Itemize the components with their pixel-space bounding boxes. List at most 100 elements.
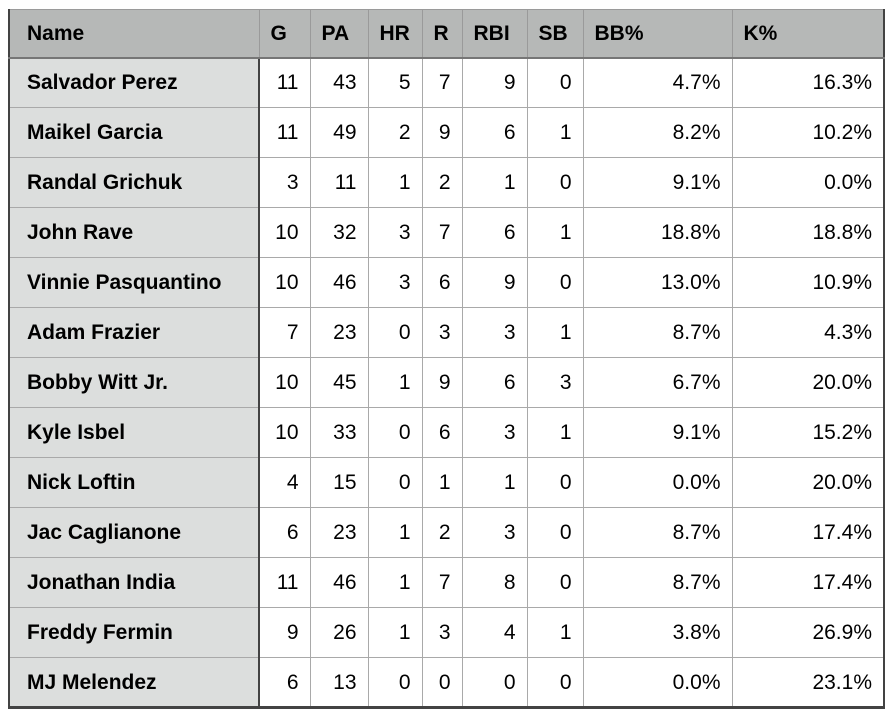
stat-cell-r: 6 bbox=[421, 407, 463, 458]
stat-cell-hr: 1 bbox=[367, 607, 423, 658]
table-row: Jac Caglianone 6 23 1 2 3 0 8.7% 17.4% bbox=[8, 507, 885, 558]
stat-cell-g: 10 bbox=[258, 257, 311, 308]
stat-cell-g: 4 bbox=[258, 457, 311, 508]
player-name-cell: Kyle Isbel bbox=[8, 407, 260, 458]
stat-cell-g: 11 bbox=[258, 557, 311, 608]
stat-cell-pa: 15 bbox=[309, 457, 369, 508]
stat-cell-pa: 46 bbox=[309, 557, 369, 608]
stat-cell-sb: 0 bbox=[526, 57, 584, 108]
player-name-cell: Freddy Fermin bbox=[8, 607, 260, 658]
column-header-hr: HR bbox=[367, 9, 423, 59]
stat-cell-sb: 0 bbox=[526, 657, 584, 708]
stat-cell-k: 18.8% bbox=[731, 207, 885, 258]
stat-cell-pa: 11 bbox=[309, 157, 369, 208]
player-name-cell: Jonathan India bbox=[8, 557, 260, 608]
player-name-cell: Nick Loftin bbox=[8, 457, 260, 508]
player-name-cell: Jac Caglianone bbox=[8, 507, 260, 558]
stat-cell-r: 9 bbox=[421, 357, 463, 408]
stat-cell-g: 11 bbox=[258, 57, 311, 108]
table-row: Maikel Garcia 11 49 2 9 6 1 8.2% 10.2% bbox=[8, 107, 885, 158]
stat-cell-k: 20.0% bbox=[731, 357, 885, 408]
table-row: Vinnie Pasquantino 10 46 3 6 9 0 13.0% 10.9% bbox=[8, 257, 885, 308]
stat-cell-hr: 0 bbox=[367, 407, 423, 458]
column-header-g: G bbox=[258, 9, 311, 59]
stat-cell-g: 7 bbox=[258, 307, 311, 358]
column-header-r: R bbox=[421, 9, 463, 59]
stat-cell-rbi: 6 bbox=[461, 107, 528, 158]
stat-cell-hr: 1 bbox=[367, 557, 423, 608]
stat-cell-r: 7 bbox=[421, 557, 463, 608]
stat-cell-k: 16.3% bbox=[731, 57, 885, 108]
stat-cell-hr: 0 bbox=[367, 457, 423, 508]
stat-cell-hr: 3 bbox=[367, 207, 423, 258]
player-name-cell: Maikel Garcia bbox=[8, 107, 260, 158]
stat-cell-bb: 8.7% bbox=[582, 507, 733, 558]
column-header-sb: SB bbox=[526, 9, 584, 59]
stat-cell-bb: 9.1% bbox=[582, 407, 733, 458]
stat-cell-bb: 3.8% bbox=[582, 607, 733, 658]
table-row: Kyle Isbel 10 33 0 6 3 1 9.1% 15.2% bbox=[8, 407, 885, 458]
stat-cell-rbi: 1 bbox=[461, 457, 528, 508]
column-header-k: K% bbox=[731, 9, 885, 59]
stat-cell-bb: 0.0% bbox=[582, 657, 733, 708]
table-row: Adam Frazier 7 23 0 3 3 1 8.7% 4.3% bbox=[8, 307, 885, 358]
table-row: Freddy Fermin 9 26 1 3 4 1 3.8% 26.9% bbox=[8, 607, 885, 658]
stat-cell-sb: 1 bbox=[526, 607, 584, 658]
stat-cell-bb: 8.2% bbox=[582, 107, 733, 158]
stat-cell-r: 2 bbox=[421, 507, 463, 558]
column-header-name: Name bbox=[8, 9, 260, 59]
stat-cell-pa: 45 bbox=[309, 357, 369, 408]
stat-cell-pa: 46 bbox=[309, 257, 369, 308]
stat-cell-g: 10 bbox=[258, 207, 311, 258]
stat-cell-sb: 0 bbox=[526, 457, 584, 508]
stat-cell-rbi: 3 bbox=[461, 407, 528, 458]
table-row: Nick Loftin 4 15 0 1 1 0 0.0% 20.0% bbox=[8, 457, 885, 508]
stat-cell-hr: 1 bbox=[367, 507, 423, 558]
stat-cell-rbi: 6 bbox=[461, 207, 528, 258]
stat-cell-r: 3 bbox=[421, 607, 463, 658]
stat-cell-r: 3 bbox=[421, 307, 463, 358]
stat-cell-k: 17.4% bbox=[731, 507, 885, 558]
column-header-bb: BB% bbox=[582, 9, 733, 59]
stat-cell-sb: 1 bbox=[526, 107, 584, 158]
table-body: Salvador Perez 11 43 5 7 9 0 4.7% 16.3% Maikel Ga… bbox=[8, 57, 885, 708]
stat-cell-pa: 49 bbox=[309, 107, 369, 158]
stat-cell-bb: 4.7% bbox=[582, 57, 733, 108]
player-name-cell: Salvador Perez bbox=[8, 57, 260, 108]
stat-cell-hr: 1 bbox=[367, 157, 423, 208]
stat-cell-r: 2 bbox=[421, 157, 463, 208]
stat-cell-g: 10 bbox=[258, 407, 311, 458]
stat-cell-hr: 5 bbox=[367, 57, 423, 108]
stat-cell-k: 20.0% bbox=[731, 457, 885, 508]
table-row: John Rave 10 32 3 7 6 1 18.8% 18.8% bbox=[8, 207, 885, 258]
stat-cell-g: 10 bbox=[258, 357, 311, 408]
stat-cell-k: 23.1% bbox=[731, 657, 885, 708]
stat-cell-sb: 3 bbox=[526, 357, 584, 408]
stat-cell-bb: 6.7% bbox=[582, 357, 733, 408]
stat-cell-hr: 0 bbox=[367, 307, 423, 358]
stat-cell-k: 4.3% bbox=[731, 307, 885, 358]
stat-cell-rbi: 1 bbox=[461, 157, 528, 208]
table-row: Bobby Witt Jr. 10 45 1 9 6 3 6.7% 20.0% bbox=[8, 357, 885, 408]
stat-cell-r: 7 bbox=[421, 57, 463, 108]
stat-cell-bb: 18.8% bbox=[582, 207, 733, 258]
stat-cell-sb: 0 bbox=[526, 257, 584, 308]
stat-cell-bb: 9.1% bbox=[582, 157, 733, 208]
stat-cell-k: 0.0% bbox=[731, 157, 885, 208]
stat-cell-hr: 2 bbox=[367, 107, 423, 158]
stat-cell-sb: 1 bbox=[526, 407, 584, 458]
stat-cell-rbi: 9 bbox=[461, 257, 528, 308]
stat-cell-pa: 23 bbox=[309, 507, 369, 558]
stat-cell-sb: 1 bbox=[526, 307, 584, 358]
table-row: MJ Melendez 6 13 0 0 0 0 0.0% 23.1% bbox=[8, 657, 885, 708]
stat-cell-bb: 8.7% bbox=[582, 557, 733, 608]
stat-cell-g: 9 bbox=[258, 607, 311, 658]
table-header: Name G PA HR R RBI SB BB% K% bbox=[8, 9, 885, 59]
stat-cell-r: 0 bbox=[421, 657, 463, 708]
stat-cell-rbi: 6 bbox=[461, 357, 528, 408]
stat-cell-rbi: 9 bbox=[461, 57, 528, 108]
stat-cell-pa: 33 bbox=[309, 407, 369, 458]
stat-cell-bb: 13.0% bbox=[582, 257, 733, 308]
stat-cell-pa: 23 bbox=[309, 307, 369, 358]
stat-cell-pa: 32 bbox=[309, 207, 369, 258]
